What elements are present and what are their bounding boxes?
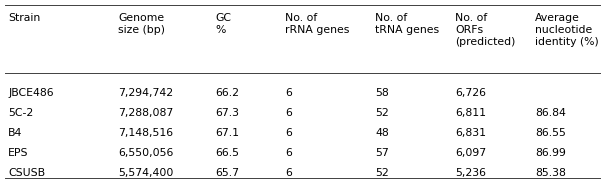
Text: 7,148,516: 7,148,516 <box>118 128 173 138</box>
Text: 6: 6 <box>285 88 292 98</box>
Text: Strain: Strain <box>8 13 40 23</box>
Text: No. of
ORFs
(predicted): No. of ORFs (predicted) <box>455 13 515 47</box>
Text: 58: 58 <box>375 88 389 98</box>
Text: 6,831: 6,831 <box>455 128 486 138</box>
Text: B4: B4 <box>8 128 23 138</box>
Text: 57: 57 <box>375 148 389 158</box>
Text: 67.1: 67.1 <box>215 128 239 138</box>
Text: 7,294,742: 7,294,742 <box>118 88 173 98</box>
Text: 6: 6 <box>285 168 292 178</box>
Text: 67.3: 67.3 <box>215 108 239 118</box>
Text: 86.84: 86.84 <box>535 108 566 118</box>
Text: 65.7: 65.7 <box>215 168 239 178</box>
Text: 52: 52 <box>375 168 389 178</box>
Text: 7,288,087: 7,288,087 <box>118 108 174 118</box>
Text: 86.55: 86.55 <box>535 128 566 138</box>
Text: 6: 6 <box>285 128 292 138</box>
Text: 6,811: 6,811 <box>455 108 486 118</box>
Text: JBCE486: JBCE486 <box>8 88 54 98</box>
Text: 5,236: 5,236 <box>455 168 486 178</box>
Text: 6: 6 <box>285 108 292 118</box>
Text: 52: 52 <box>375 108 389 118</box>
Text: 5C-2: 5C-2 <box>8 108 33 118</box>
Text: 86.99: 86.99 <box>535 148 566 158</box>
Text: 5,574,400: 5,574,400 <box>118 168 174 178</box>
Text: Average
nucleotide
identity (%): Average nucleotide identity (%) <box>535 13 599 47</box>
Text: GC
%: GC % <box>215 13 231 35</box>
Text: 66.5: 66.5 <box>215 148 239 158</box>
Text: 85.38: 85.38 <box>535 168 566 178</box>
Text: No. of
tRNA genes: No. of tRNA genes <box>375 13 439 35</box>
Text: 6,726: 6,726 <box>455 88 486 98</box>
Text: Genome
size (bp): Genome size (bp) <box>118 13 165 35</box>
Text: EPS: EPS <box>8 148 29 158</box>
Text: No. of
rRNA genes: No. of rRNA genes <box>285 13 349 35</box>
Text: 6,097: 6,097 <box>455 148 486 158</box>
Text: 48: 48 <box>375 128 389 138</box>
Text: 6,550,056: 6,550,056 <box>118 148 174 158</box>
Text: 6: 6 <box>285 148 292 158</box>
Text: CSUSB: CSUSB <box>8 168 45 178</box>
Text: 66.2: 66.2 <box>215 88 239 98</box>
